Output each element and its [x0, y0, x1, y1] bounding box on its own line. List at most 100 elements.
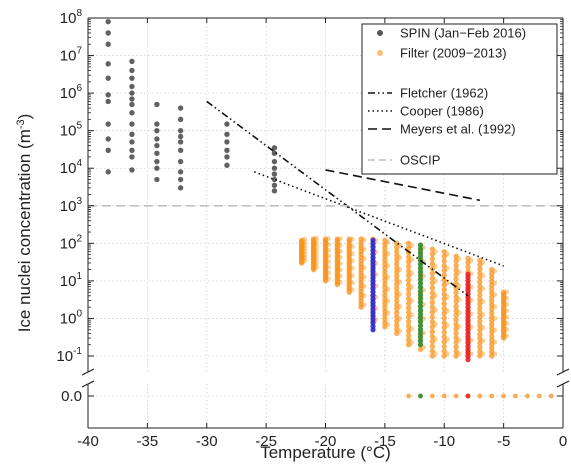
highlight-point [417, 307, 424, 313]
filter-point [477, 257, 483, 264]
filter-point [489, 314, 495, 320]
filter-point [382, 257, 388, 263]
highlight-point [417, 299, 424, 306]
filter-point [382, 265, 388, 271]
spin-point [154, 142, 160, 149]
spin-point [224, 147, 230, 154]
filter-point [453, 280, 459, 287]
filter-point [346, 236, 352, 242]
filter-point [405, 337, 412, 343]
filter-point [453, 326, 459, 332]
filter-point [453, 258, 459, 264]
filter-point [477, 305, 483, 311]
spin-point [129, 139, 135, 145]
spin-point [271, 158, 278, 165]
filter-point [382, 249, 388, 255]
filter-point [441, 339, 447, 345]
filter-zero-point [536, 393, 542, 399]
highlight-point [417, 292, 424, 298]
filter-point [394, 289, 400, 296]
filter-point [489, 321, 495, 328]
spin-point [129, 131, 135, 138]
filter-point [382, 324, 388, 330]
filter-point [382, 273, 388, 279]
spin-point [177, 139, 184, 145]
filter-point [477, 314, 483, 320]
filter-point [394, 252, 400, 259]
filter-point [429, 256, 436, 262]
x-tick-label: 0 [559, 433, 567, 450]
legend-box [361, 23, 558, 175]
spin-point [105, 61, 111, 67]
spin-point [129, 154, 135, 160]
filter-point [405, 305, 412, 311]
filter-point [477, 296, 483, 303]
highlight-point [417, 261, 424, 267]
x-axis-label: Temperature (°C) [260, 443, 391, 462]
filter-point [405, 268, 412, 274]
filter-point [429, 314, 436, 320]
filter-point [453, 308, 459, 314]
filter-point [429, 246, 436, 252]
filter-point [405, 318, 412, 325]
filter-point [382, 245, 388, 251]
filter-point [382, 261, 388, 267]
highlight-point [417, 284, 424, 290]
filter-point [441, 301, 447, 307]
legend-label: Filter (2009−2013) [400, 46, 507, 61]
filter-point [477, 283, 483, 290]
filter-point [465, 255, 471, 261]
filter-point [382, 253, 388, 259]
spin-point [154, 165, 160, 171]
spin-point [129, 58, 135, 65]
filter-zero-point [513, 393, 518, 399]
highlight-point [417, 253, 424, 260]
filter-point [477, 275, 483, 281]
spin-point [177, 176, 184, 183]
filter-point [441, 286, 447, 293]
filter-point [394, 257, 400, 263]
filter-point [453, 348, 459, 355]
filter-point [429, 295, 436, 301]
filter-point [382, 288, 388, 295]
filter-point [441, 296, 447, 302]
filter-point [394, 314, 400, 320]
axis-break-gap [81, 373, 95, 383]
filter-point [429, 270, 436, 277]
filter-point [489, 302, 495, 308]
spin-point [129, 75, 135, 81]
filter-point [382, 292, 388, 299]
filter-point [429, 304, 436, 311]
spin-point [105, 30, 111, 36]
filter-point [477, 344, 483, 351]
filter-point [405, 328, 412, 334]
filter-point [405, 282, 412, 288]
filter-point [382, 300, 388, 306]
filter-point [477, 340, 483, 346]
filter-point [441, 263, 447, 269]
highlight-point [417, 276, 424, 283]
spin-point [154, 136, 160, 142]
filter-point [429, 285, 436, 291]
filter-point [394, 302, 400, 308]
spin-point [271, 165, 278, 171]
filter-point [394, 322, 400, 328]
filter-point [429, 261, 436, 267]
filter-point [453, 330, 459, 337]
spin-point [177, 133, 184, 140]
highlight-point [417, 246, 424, 252]
highlight-zero-point [418, 393, 423, 399]
filter-point [394, 248, 400, 255]
filter-point [429, 343, 436, 349]
filter-point [310, 236, 317, 242]
highlight-point [417, 330, 424, 336]
filter-zero-point [429, 393, 435, 399]
filter-point [382, 276, 388, 283]
filter-point [477, 292, 483, 298]
filter-point [405, 314, 412, 320]
filter-point [477, 318, 483, 324]
filter-point [441, 253, 447, 260]
legend-label: Cooper (1986) [400, 104, 484, 119]
filter-point [477, 322, 483, 329]
filter-point [382, 320, 388, 326]
